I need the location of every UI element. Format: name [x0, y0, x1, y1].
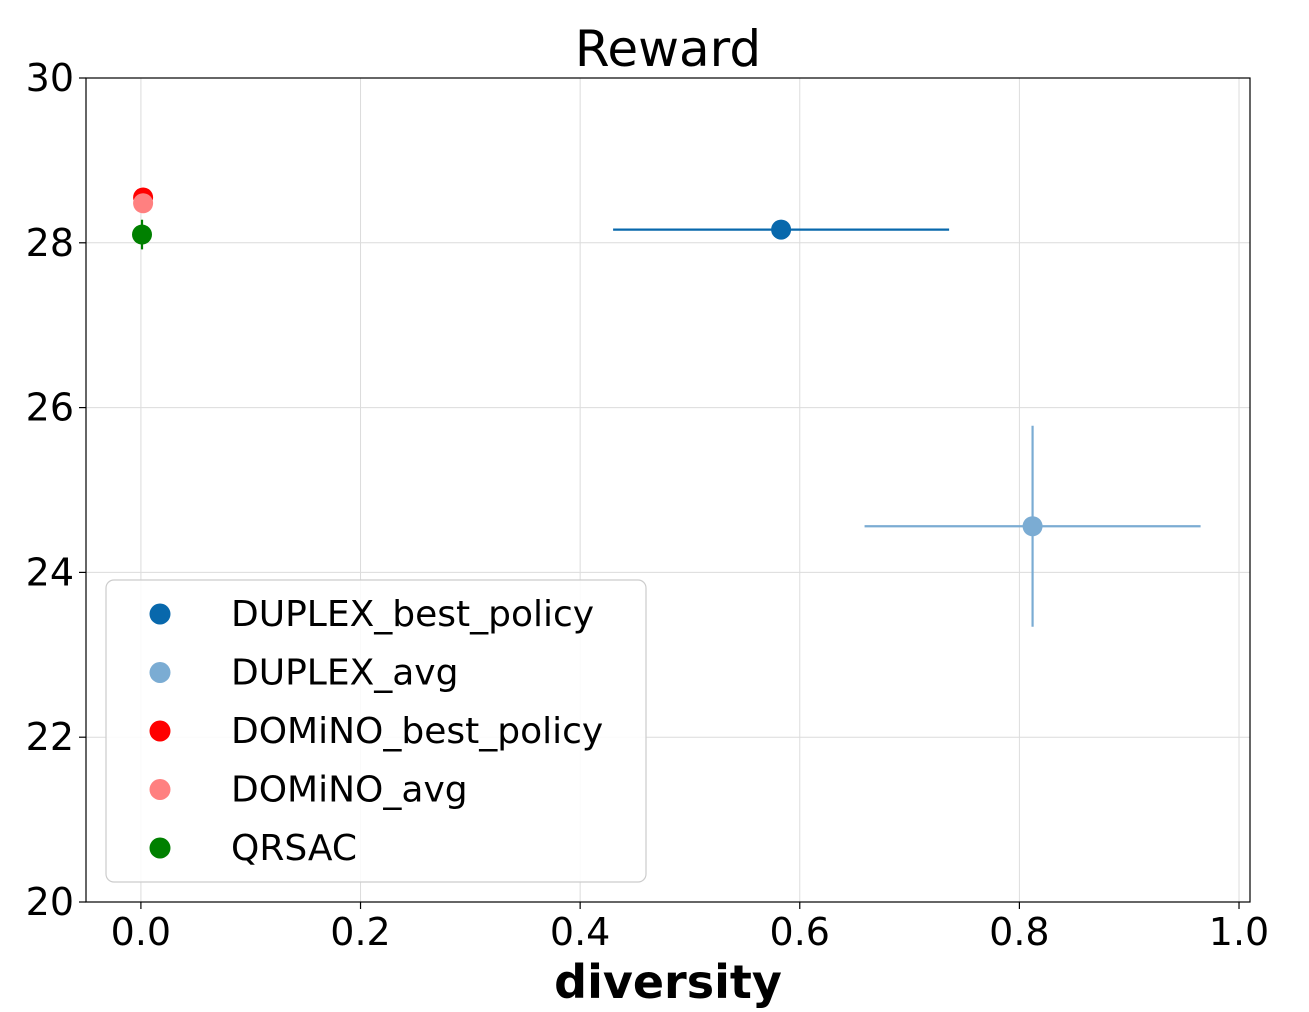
x-tick-label: 0.0: [111, 910, 171, 954]
y-tick-label: 22: [26, 715, 74, 759]
data-point: [771, 219, 792, 240]
error-bars: [140, 193, 1201, 627]
legend-marker: [149, 662, 171, 683]
y-tick-label: 20: [26, 880, 74, 924]
legend-label: DUPLEX_avg: [231, 653, 458, 694]
x-tick-label: 1.0: [1209, 910, 1269, 954]
legend-label: DOMiNO_best_policy: [231, 711, 603, 752]
x-tick-label: 0.6: [770, 910, 830, 954]
data-point: [132, 224, 153, 245]
chart-title: Reward: [575, 20, 761, 78]
axes-frame: [85, 77, 1251, 903]
legend-box: [105, 579, 647, 883]
y-tick-label: 28: [26, 221, 74, 265]
data-points: [132, 187, 1043, 537]
legend-marker: [149, 779, 171, 800]
x-tick-label: 0.4: [550, 910, 610, 954]
data-point: [133, 193, 154, 214]
x-tick-label: 0.2: [330, 910, 390, 954]
legend-marker: [149, 603, 171, 625]
axis-ticks: 0.0 0.2 0.4 0.6 0.8 1.0 20 22 24 26 28 30: [26, 56, 1270, 954]
legend-marker: [149, 720, 171, 742]
legend-marker: [149, 837, 171, 859]
legend: DUPLEX_best_policy DUPLEX_avg DOMiNO_best_…: [105, 579, 647, 883]
y-tick-label: 24: [26, 550, 74, 594]
data-point: [1022, 516, 1043, 537]
legend-label: DUPLEX_best_policy: [231, 594, 594, 635]
legend-entries: DUPLEX_best_policy DUPLEX_avg DOMiNO_best_…: [149, 594, 603, 869]
legend-label: QRSAC: [231, 828, 357, 869]
y-tick-label: 30: [26, 56, 74, 100]
y-tick-label: 26: [26, 386, 74, 430]
legend-label: DOMiNO_avg: [231, 770, 468, 811]
x-axis-label: diversity: [554, 955, 782, 1009]
x-tick-label: 0.8: [989, 910, 1049, 954]
